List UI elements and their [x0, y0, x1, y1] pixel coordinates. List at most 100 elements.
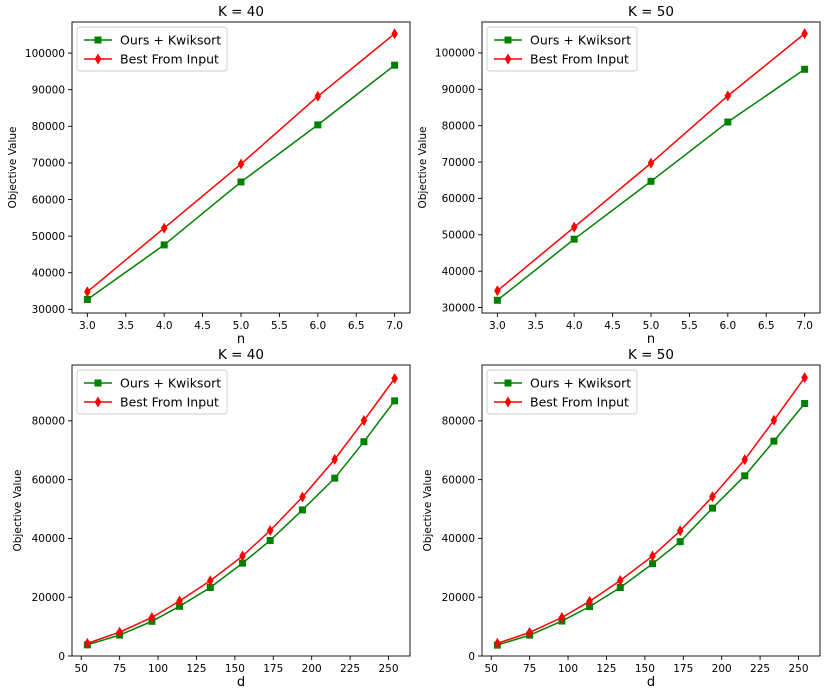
chart-title: K = 50 — [628, 4, 674, 20]
x-tick-label: 125 — [186, 663, 206, 675]
data-point-square — [616, 584, 624, 592]
x-tick-label: 6.5 — [348, 320, 365, 332]
x-tick-label: 7.0 — [386, 320, 403, 332]
legend-box — [486, 369, 638, 415]
x-tick-label: 175 — [673, 663, 693, 675]
x-tick-label: 75 — [523, 663, 536, 675]
x-axis-label: d — [647, 675, 655, 690]
data-point-diamond — [331, 453, 339, 465]
data-point-diamond — [148, 611, 156, 623]
data-point-diamond — [84, 286, 91, 298]
legend-label: Best From Input — [120, 395, 219, 410]
y-tick-label: 50000 — [442, 230, 475, 242]
data-point-square — [676, 538, 684, 546]
data-point-diamond — [586, 595, 593, 607]
x-tick-label: 50 — [75, 663, 88, 675]
axes-frame — [71, 21, 411, 314]
legend-marker-diamond — [94, 396, 102, 408]
data-point-square — [391, 397, 399, 405]
y-axis-label: Objective Value — [7, 127, 19, 209]
y-axis-label: Objective Value — [12, 470, 24, 552]
x-axis-label: n — [647, 332, 655, 347]
data-point-square — [801, 65, 809, 73]
y-tick-label: 40000 — [442, 266, 475, 278]
chart-panel-3: K = 40 50 75 100 125 150 175 200 225 250 0 20000 400… — [12, 347, 411, 690]
legend-marker-square — [504, 379, 512, 387]
x-tick-label: 4.0 — [566, 320, 583, 332]
data-point-square — [239, 559, 247, 567]
data-point-diamond — [526, 626, 533, 638]
series-line-2 — [497, 377, 806, 645]
data-point-diamond — [558, 611, 566, 623]
axes-frame — [481, 364, 821, 657]
x-tick-label: 100 — [558, 663, 578, 675]
data-point-diamond — [360, 415, 368, 427]
x-tick-label: 125 — [596, 663, 616, 675]
legend-box — [76, 369, 228, 415]
legend-marker-square — [94, 379, 102, 387]
data-point-diamond — [266, 524, 274, 536]
y-tick-label: 30000 — [442, 302, 475, 314]
x-tick-label: 250 — [378, 663, 398, 675]
y-tick-label: 60000 — [442, 474, 475, 486]
data-point-diamond — [676, 525, 684, 537]
x-tick-label: 3.5 — [527, 320, 544, 332]
x-tick-label: 4.5 — [604, 320, 621, 332]
axes-frame — [71, 364, 411, 657]
x-tick-label: 5.5 — [271, 320, 288, 332]
legend-box — [486, 26, 638, 72]
legend-marker-square — [94, 36, 102, 44]
chart-title: K = 40 — [218, 347, 264, 363]
chart-panel-2: K = 50 3.0 3.5 4.0 4.5 5.0 5.5 6.0 6.5 7.0 30000 40… — [417, 4, 821, 347]
x-tick-label: 6.5 — [758, 320, 775, 332]
x-axis-label: d — [237, 675, 245, 690]
y-tick-label: 90000 — [442, 84, 475, 96]
legend: Ours + Kwiksort Best From Input — [76, 369, 228, 415]
data-point-diamond — [801, 28, 808, 40]
y-tick-label: 60000 — [32, 474, 65, 486]
legend-marker-square — [504, 36, 512, 44]
data-point-square — [160, 241, 168, 249]
x-tick-label: 225 — [340, 663, 360, 675]
data-point-diamond — [237, 158, 245, 170]
y-tick-label: 70000 — [32, 158, 65, 170]
legend-box — [76, 26, 228, 72]
x-tick-label: 4.5 — [194, 320, 211, 332]
data-point-square — [724, 118, 732, 126]
data-point-diamond — [391, 373, 398, 385]
legend: Ours + Kwiksort Best From Input — [486, 26, 638, 72]
data-point-square — [237, 178, 245, 186]
data-point-diamond — [206, 575, 214, 587]
x-tick-label: 3.0 — [79, 320, 96, 332]
data-point-square — [331, 474, 339, 482]
y-tick-label: 80000 — [442, 416, 475, 428]
x-tick-label: 225 — [750, 663, 770, 675]
x-tick-label: 3.5 — [117, 320, 134, 332]
data-point-square — [266, 536, 274, 544]
data-point-diamond — [116, 626, 123, 638]
x-tick-label: 150 — [225, 663, 245, 675]
x-tick-label: 75 — [113, 663, 126, 675]
chart-panel-4: K = 50 50 75 100 125 150 175 200 225 250 0 20000 400… — [422, 347, 821, 690]
legend-label: Best From Input — [530, 395, 629, 410]
data-point-square — [801, 400, 809, 408]
legend-label: Ours + Kwiksort — [120, 33, 221, 48]
data-point-diamond — [160, 222, 168, 234]
x-tick-label: 3.0 — [489, 320, 506, 332]
data-point-diamond — [724, 90, 732, 102]
data-point-square — [314, 121, 322, 129]
legend-marker-diamond — [504, 396, 512, 408]
y-tick-label: 100000 — [435, 48, 475, 60]
y-tick-label: 0 — [58, 651, 65, 663]
data-point-diamond — [647, 157, 655, 169]
x-tick-label: 250 — [788, 663, 808, 675]
data-point-square — [649, 560, 657, 568]
axes-frame — [481, 21, 821, 314]
data-point-diamond — [176, 595, 183, 607]
y-tick-label: 80000 — [442, 120, 475, 132]
y-tick-label: 0 — [468, 651, 475, 663]
data-point-diamond — [314, 90, 322, 102]
legend-label: Ours + Kwiksort — [530, 376, 631, 391]
data-point-diamond — [299, 491, 306, 503]
